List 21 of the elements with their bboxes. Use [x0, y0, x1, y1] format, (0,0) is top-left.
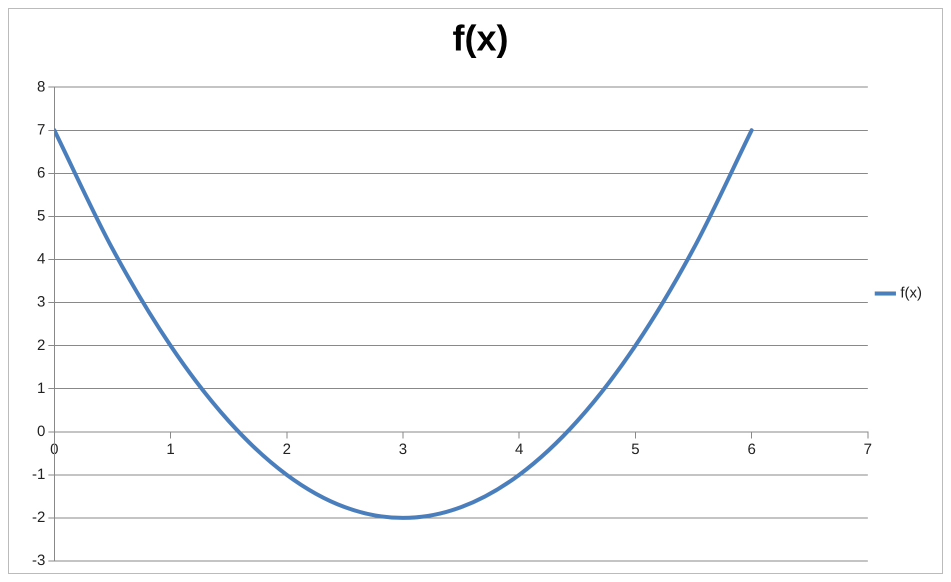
y-tick-label: 7	[36, 121, 46, 138]
y-tick-label: 3	[36, 294, 46, 311]
x-tick-label: 6	[747, 440, 756, 458]
x-tick-label: 4	[515, 440, 524, 458]
legend-label: f(x)	[900, 284, 922, 302]
x-tick-label: 2	[282, 440, 291, 458]
chart-title: f(x)	[452, 18, 508, 59]
x-tick-label: 7	[864, 440, 872, 458]
x-tick-label: 1	[166, 440, 175, 458]
y-tick-label: -1	[32, 466, 46, 483]
y-tick-label: 8	[36, 78, 46, 96]
x-tick-label: 5	[631, 440, 640, 458]
y-tick-label: 0	[36, 422, 46, 440]
x-tick-label: 3	[398, 440, 408, 458]
y-tick-label: 2	[36, 336, 46, 354]
y-tick-label: -3	[32, 552, 46, 570]
y-tick-label: 1	[36, 380, 46, 397]
y-tick-label: 6	[36, 164, 46, 182]
y-tick-label: -2	[32, 509, 46, 526]
y-tick-label: 4	[36, 250, 46, 268]
y-tick-label: 5	[36, 208, 46, 225]
